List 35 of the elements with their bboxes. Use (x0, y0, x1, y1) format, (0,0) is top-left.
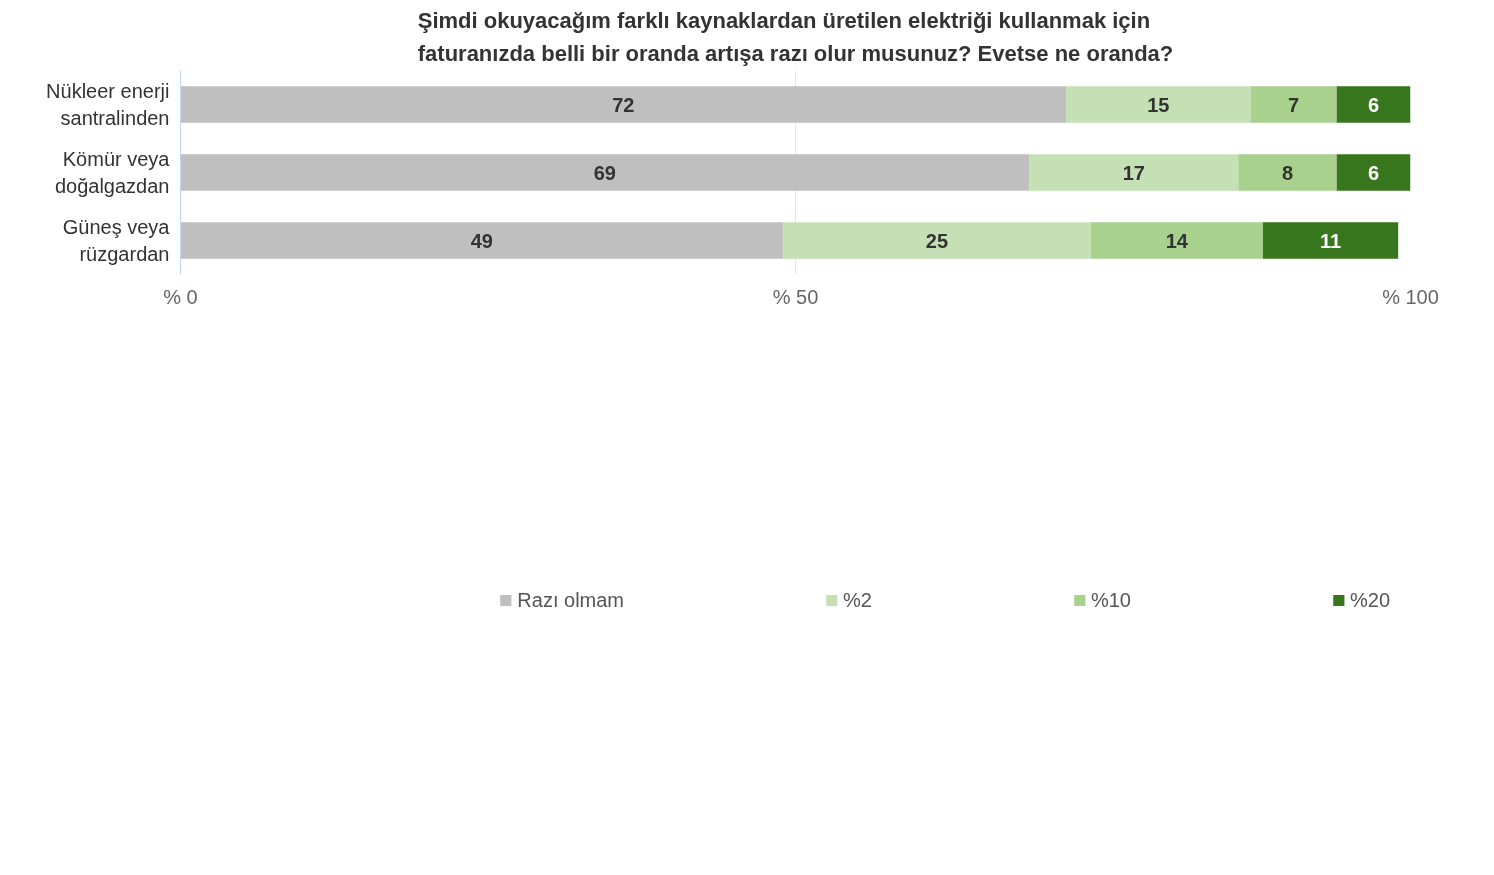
data-label: 25 (925, 229, 949, 252)
bar (1090, 222, 1263, 259)
bar (1066, 86, 1251, 123)
bar (1262, 222, 1399, 259)
legend-label: %10 (1090, 588, 1131, 612)
legend-label: %2 (843, 588, 872, 612)
y-tick-label: Nükleer enerji santralinden (46, 80, 170, 129)
x-tick-label: % 0 (163, 285, 198, 308)
chart-title: Şimdi okuyacağım farklı kaynaklardan üretilen elektriği kullanmak için faturanızda belli bir oranda artışa razı olur musunuz? Evetse ne oranda? (417, 8, 1174, 66)
bar (180, 222, 784, 259)
data-label: 17 (1122, 161, 1145, 184)
y-tick-label: Güneş veya rüzgardan (62, 216, 171, 265)
data-label: 49 (470, 229, 493, 252)
data-label: 7 (1288, 93, 1300, 116)
legend-label: %20 (1349, 588, 1390, 612)
bar (1336, 154, 1411, 191)
data-label: 11 (1319, 229, 1342, 252)
bar (1238, 154, 1337, 191)
bar (783, 222, 1091, 259)
bar (1336, 86, 1411, 123)
legend-label: Razı olmam (517, 588, 625, 612)
bar (1029, 154, 1239, 191)
data-label: 14 (1165, 229, 1189, 252)
bar (180, 154, 1030, 191)
bar (1250, 86, 1337, 123)
data-label: 8 (1281, 161, 1294, 184)
data-label: 6 (1368, 93, 1380, 116)
x-tick-label: % 50 (772, 285, 819, 308)
data-label: 69 (593, 161, 616, 184)
y-tick-label: Kömür veya doğalgazdan (54, 148, 171, 197)
x-tick-label: % 100 (1382, 285, 1439, 308)
data-label: 15 (1147, 93, 1170, 116)
data-label: 72 (612, 93, 635, 116)
data-label: 6 (1368, 161, 1380, 184)
bar (180, 86, 1067, 123)
